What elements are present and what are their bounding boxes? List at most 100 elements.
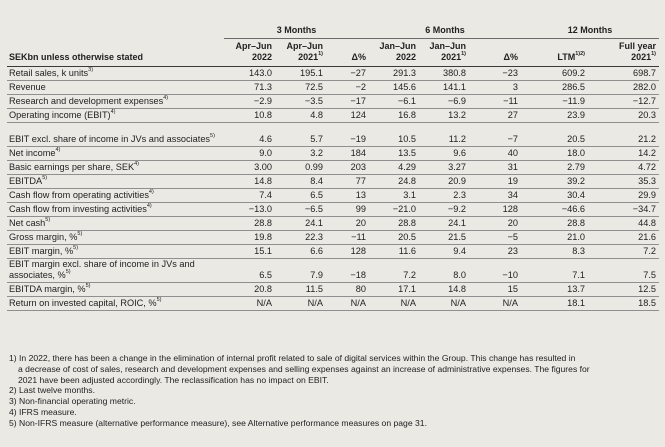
cell: −6.9	[419, 94, 469, 109]
cell: −6.1	[369, 94, 419, 109]
cell: N/A	[369, 296, 419, 311]
cell: 21.2	[588, 122, 660, 147]
table-row: EBIT margin excl. share of income in JVs…	[7, 258, 660, 283]
cell: −27	[326, 66, 369, 81]
table-row: Retail sales, k units3) 143.0 195.1 −27 …	[7, 66, 660, 81]
cell: 9.0	[224, 146, 275, 161]
cell: 27	[469, 108, 521, 123]
cell: 3.2	[275, 146, 326, 161]
footnote-4: 4) IFRS measure.	[9, 406, 77, 417]
cell: 7.9	[275, 258, 326, 283]
cell: 28.8	[369, 216, 419, 231]
row-label: Cash flow from investing activities4)	[7, 202, 224, 217]
table-row: Basic earnings per share, SEK4) 3.00 0.9…	[7, 160, 660, 175]
cell: 9.4	[419, 244, 469, 259]
table-row: Cash flow from operating activities4) 7.…	[7, 188, 660, 203]
footnote-1: 1) In 2022, there has been a change in t…	[9, 353, 576, 363]
col-apr-jun-2022: Apr–Jun 2022	[224, 38, 275, 67]
table-row: Revenue 71.3 72.5 −2 145.6 141.1 3 286.5…	[7, 80, 660, 95]
table-row: Return on invested capital, ROIC, %5) N/…	[7, 296, 660, 311]
cell: 3.1	[369, 188, 419, 203]
cell: 7.2	[588, 244, 660, 259]
cell: N/A	[275, 296, 326, 311]
column-header-row: SEKbn unless otherwise stated Apr–Jun 202…	[7, 38, 660, 67]
cell: 282.0	[588, 80, 660, 95]
cell: 4.29	[369, 160, 419, 175]
cell: 21.6	[588, 230, 660, 245]
cell: 7.2	[369, 258, 419, 283]
cell: 20.9	[419, 174, 469, 189]
cell: 24.1	[419, 216, 469, 231]
cell: −12.7	[588, 94, 660, 109]
col-apr-jun-2021: Apr–Jun 20211)	[275, 38, 326, 67]
cell: −46.6	[521, 202, 588, 217]
row-label: Return on invested capital, ROIC, %5)	[7, 296, 224, 311]
cell: 10.5	[369, 122, 419, 147]
cell: 35.3	[588, 174, 660, 189]
table-row: Net income4) 9.0 3.2 184 13.5 9.6 40 18.…	[7, 146, 660, 161]
cell: 13.2	[419, 108, 469, 123]
cell: 145.6	[369, 80, 419, 95]
cell: 128	[469, 202, 521, 217]
cell: −9.2	[419, 202, 469, 217]
cell: 13.7	[521, 282, 588, 297]
col-delta-6m: Δ%	[469, 38, 521, 67]
cell: 6.6	[275, 244, 326, 259]
cell: 3.27	[419, 160, 469, 175]
cell: 24.8	[369, 174, 419, 189]
cell: 7.5	[588, 258, 660, 283]
col-jan-jun-2021: Jan–Jun 20211)	[419, 38, 469, 67]
cell: 143.0	[224, 66, 275, 81]
cell: 4.72	[588, 160, 660, 175]
table-row: Cash flow from investing activities4) −1…	[7, 202, 660, 217]
cell: −2.9	[224, 94, 275, 109]
table-row: EBITDA margin, %5) 20.8 11.5 80 17.1 14.…	[7, 282, 660, 297]
cell: −2	[326, 80, 369, 95]
cell: 44.8	[588, 216, 660, 231]
cell: 195.1	[275, 66, 326, 81]
cell: 6.5	[275, 188, 326, 203]
table-row: Net cash5) 28.8 24.1 20 28.8 24.1 20 28.…	[7, 216, 660, 231]
row-label: EBIT margin, %5)	[7, 244, 224, 259]
table-row: Gross margin, %5) 19.8 22.3 −11 20.5 21.…	[7, 230, 660, 245]
table-row: Research and development expenses4) −2.9…	[7, 94, 660, 109]
cell: 291.3	[369, 66, 419, 81]
cell: 72.5	[275, 80, 326, 95]
col-full-year-2021: Full year 20211)	[588, 38, 660, 67]
cell: 124	[326, 108, 369, 123]
cell: 21.5	[419, 230, 469, 245]
col-jan-jun-2022: Jan–Jun 2022	[369, 38, 419, 67]
cell: 8.0	[419, 258, 469, 283]
row-label: Basic earnings per share, SEK4)	[7, 160, 224, 175]
footnote-5: 5) Non-IFRS measure (alternative perform…	[9, 417, 427, 428]
cell: 6.5	[224, 258, 275, 283]
cell: 77	[326, 174, 369, 189]
cell: 39.2	[521, 174, 588, 189]
col-ltm: LTM1)2)	[521, 38, 588, 67]
cell: −11	[326, 230, 369, 245]
cell: 20.5	[369, 230, 419, 245]
cell: 141.1	[419, 80, 469, 95]
cell: 29.9	[588, 188, 660, 203]
cell: 14.8	[224, 174, 275, 189]
cell: 10.8	[224, 108, 275, 123]
cell: 14.2	[588, 146, 660, 161]
cell: 286.5	[521, 80, 588, 95]
cell: 14.8	[419, 282, 469, 297]
cell: 20.5	[521, 122, 588, 147]
cell: −11	[469, 94, 521, 109]
cell: 3	[469, 80, 521, 95]
cell: 17.1	[369, 282, 419, 297]
cell: 15	[469, 282, 521, 297]
cell: −3.5	[275, 94, 326, 109]
table-row: Operating income (EBIT)4) 10.8 4.8 124 1…	[7, 108, 660, 123]
cell: 20	[326, 216, 369, 231]
cell: 20.3	[588, 108, 660, 123]
cell: −19	[326, 122, 369, 147]
cell: 19.8	[224, 230, 275, 245]
cell: 12.5	[588, 282, 660, 297]
cell: 4.6	[224, 122, 275, 147]
period-group-row: 3 Months 6 Months 12 Months	[7, 24, 660, 39]
cell: 16.8	[369, 108, 419, 123]
row-label: Net cash5)	[7, 216, 224, 231]
